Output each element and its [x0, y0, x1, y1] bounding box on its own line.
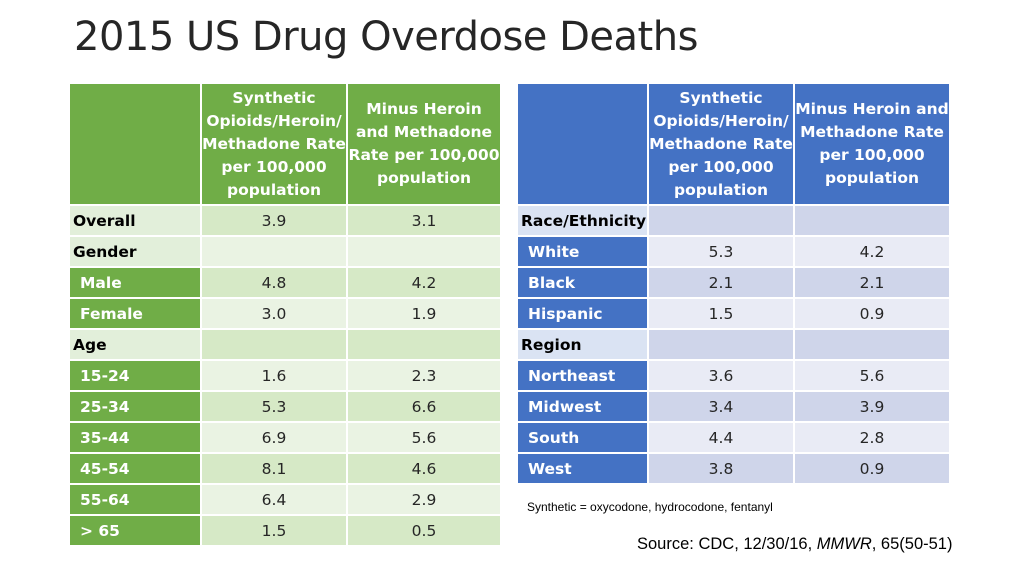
row-label: 55-64	[70, 485, 202, 516]
source-citation: Source: CDC, 12/30/16, MMWR, 65(50-51)	[637, 535, 952, 554]
row-label: White	[518, 237, 649, 268]
cell-minus-heroin: 2.8	[795, 423, 951, 454]
source-prefix: Source: CDC, 12/30/16,	[637, 535, 817, 553]
cell-synthetic: 1.6	[202, 361, 348, 392]
header-minus-heroin: Minus Heroin and Methadone Rate per 100,…	[795, 84, 951, 206]
table-row: Age	[70, 330, 502, 361]
cell-synthetic: 4.8	[202, 268, 348, 299]
row-label: Overall	[70, 206, 202, 237]
cell-synthetic: 5.3	[649, 237, 795, 268]
table-row: Black 2.1 2.1	[518, 268, 951, 299]
table-header-row: Synthetic Opioids/Heroin/ Methadone Rate…	[70, 84, 502, 206]
row-label: South	[518, 423, 649, 454]
table-row: 15-24 1.6 2.3	[70, 361, 502, 392]
cell-minus-heroin: 0.5	[348, 516, 502, 547]
cell-minus-heroin: 3.1	[348, 206, 502, 237]
table-row: > 65 1.5 0.5	[70, 516, 502, 547]
cell-minus-heroin	[348, 330, 502, 361]
table-row: Midwest 3.4 3.9	[518, 392, 951, 423]
cell-synthetic	[202, 330, 348, 361]
row-label: Region	[518, 330, 649, 361]
table-row: 35-44 6.9 5.6	[70, 423, 502, 454]
cell-synthetic: 3.0	[202, 299, 348, 330]
table-row: White 5.3 4.2	[518, 237, 951, 268]
cell-minus-heroin: 4.6	[348, 454, 502, 485]
source-journal: MMWR	[816, 535, 872, 553]
table-row: Northeast 3.6 5.6	[518, 361, 951, 392]
cell-minus-heroin	[795, 330, 951, 361]
footnote: Synthetic = oxycodone, hydrocodone, fent…	[527, 500, 773, 514]
cell-minus-heroin: 5.6	[348, 423, 502, 454]
table-row: Race/Ethnicity	[518, 206, 951, 237]
table-header-row: Synthetic Opioids/Heroin/ Methadone Rate…	[518, 84, 951, 206]
cell-synthetic: 3.4	[649, 392, 795, 423]
cell-synthetic: 6.4	[202, 485, 348, 516]
cell-minus-heroin: 4.2	[348, 268, 502, 299]
cell-minus-heroin: 2.9	[348, 485, 502, 516]
table-row: 55-64 6.4 2.9	[70, 485, 502, 516]
row-label: Gender	[70, 237, 202, 268]
cell-synthetic: 1.5	[202, 516, 348, 547]
cell-synthetic: 3.9	[202, 206, 348, 237]
table-row: Overall 3.9 3.1	[70, 206, 502, 237]
cell-synthetic: 3.6	[649, 361, 795, 392]
table-row: West 3.8 0.9	[518, 454, 951, 485]
source-suffix: , 65(50-51)	[871, 535, 953, 553]
row-label: Male	[70, 268, 202, 299]
cell-synthetic	[649, 206, 795, 237]
row-label: Black	[518, 268, 649, 299]
row-label: West	[518, 454, 649, 485]
cell-minus-heroin: 2.3	[348, 361, 502, 392]
cell-synthetic	[649, 330, 795, 361]
table-row: 25-34 5.3 6.6	[70, 392, 502, 423]
row-label: Northeast	[518, 361, 649, 392]
cell-minus-heroin: 2.1	[795, 268, 951, 299]
demographics-table: Synthetic Opioids/Heroin/ Methadone Rate…	[70, 84, 502, 547]
row-label: 45-54	[70, 454, 202, 485]
table-row: 45-54 8.1 4.6	[70, 454, 502, 485]
row-label: Hispanic	[518, 299, 649, 330]
cell-synthetic	[202, 237, 348, 268]
cell-synthetic: 1.5	[649, 299, 795, 330]
cell-minus-heroin	[348, 237, 502, 268]
row-label: Race/Ethnicity	[518, 206, 649, 237]
cell-synthetic: 6.9	[202, 423, 348, 454]
table-row: Hispanic 1.5 0.9	[518, 299, 951, 330]
cell-minus-heroin: 1.9	[348, 299, 502, 330]
header-synthetic: Synthetic Opioids/Heroin/ Methadone Rate…	[202, 84, 348, 206]
cell-minus-heroin: 3.9	[795, 392, 951, 423]
cell-synthetic: 4.4	[649, 423, 795, 454]
header-minus-heroin: Minus Heroin and Methadone Rate per 100,…	[348, 84, 502, 206]
header-synthetic: Synthetic Opioids/Heroin/ Methadone Rate…	[649, 84, 795, 206]
table-row: Gender	[70, 237, 502, 268]
row-label: > 65	[70, 516, 202, 547]
row-label: Midwest	[518, 392, 649, 423]
table-row: Male 4.8 4.2	[70, 268, 502, 299]
cell-minus-heroin: 0.9	[795, 299, 951, 330]
cell-synthetic: 5.3	[202, 392, 348, 423]
table-row: Female 3.0 1.9	[70, 299, 502, 330]
race-region-table: Synthetic Opioids/Heroin/ Methadone Rate…	[518, 84, 951, 485]
cell-minus-heroin: 0.9	[795, 454, 951, 485]
cell-minus-heroin	[795, 206, 951, 237]
cell-minus-heroin: 6.6	[348, 392, 502, 423]
header-blank	[70, 84, 202, 206]
cell-minus-heroin: 4.2	[795, 237, 951, 268]
row-label: 25-34	[70, 392, 202, 423]
cell-synthetic: 3.8	[649, 454, 795, 485]
row-label: Female	[70, 299, 202, 330]
cell-synthetic: 8.1	[202, 454, 348, 485]
row-label: Age	[70, 330, 202, 361]
cell-synthetic: 2.1	[649, 268, 795, 299]
row-label: 15-24	[70, 361, 202, 392]
page-title: 2015 US Drug Overdose Deaths	[74, 14, 698, 60]
table-row: South 4.4 2.8	[518, 423, 951, 454]
header-blank	[518, 84, 649, 206]
row-label: 35-44	[70, 423, 202, 454]
cell-minus-heroin: 5.6	[795, 361, 951, 392]
table-row: Region	[518, 330, 951, 361]
